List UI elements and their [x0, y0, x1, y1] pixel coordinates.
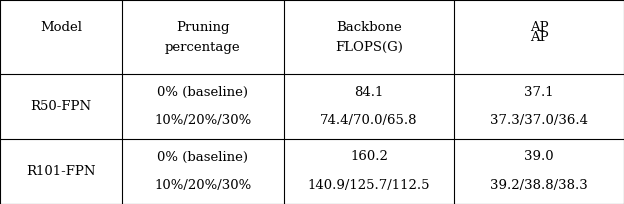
- Text: 37.3/37.0/36.4: 37.3/37.0/36.4: [490, 114, 588, 127]
- Text: 37.1: 37.1: [524, 86, 554, 99]
- Text: 74.4/70.0/65.8: 74.4/70.0/65.8: [320, 114, 418, 127]
- Text: 10%/20%/30%: 10%/20%/30%: [154, 179, 251, 192]
- Text: R101-FPN: R101-FPN: [26, 165, 95, 178]
- Text: Model: Model: [40, 21, 82, 33]
- Text: 84.1: 84.1: [354, 86, 384, 99]
- Text: Backbone: Backbone: [336, 21, 402, 33]
- Text: 140.9/125.7/112.5: 140.9/125.7/112.5: [308, 179, 431, 192]
- Text: 39.0: 39.0: [524, 151, 554, 163]
- Text: Pruning: Pruning: [176, 21, 230, 33]
- Text: 0% (baseline): 0% (baseline): [157, 86, 248, 99]
- Text: 10%/20%/30%: 10%/20%/30%: [154, 114, 251, 127]
- Text: AP: AP: [530, 31, 548, 44]
- Text: 39.2/38.8/38.3: 39.2/38.8/38.3: [490, 179, 588, 192]
- Text: 0% (baseline): 0% (baseline): [157, 151, 248, 163]
- Text: AP: AP: [530, 21, 548, 33]
- Text: percentage: percentage: [165, 41, 241, 54]
- Text: FLOPS(G): FLOPS(G): [335, 41, 403, 54]
- Text: R50-FPN: R50-FPN: [31, 100, 91, 113]
- Text: 160.2: 160.2: [350, 151, 388, 163]
